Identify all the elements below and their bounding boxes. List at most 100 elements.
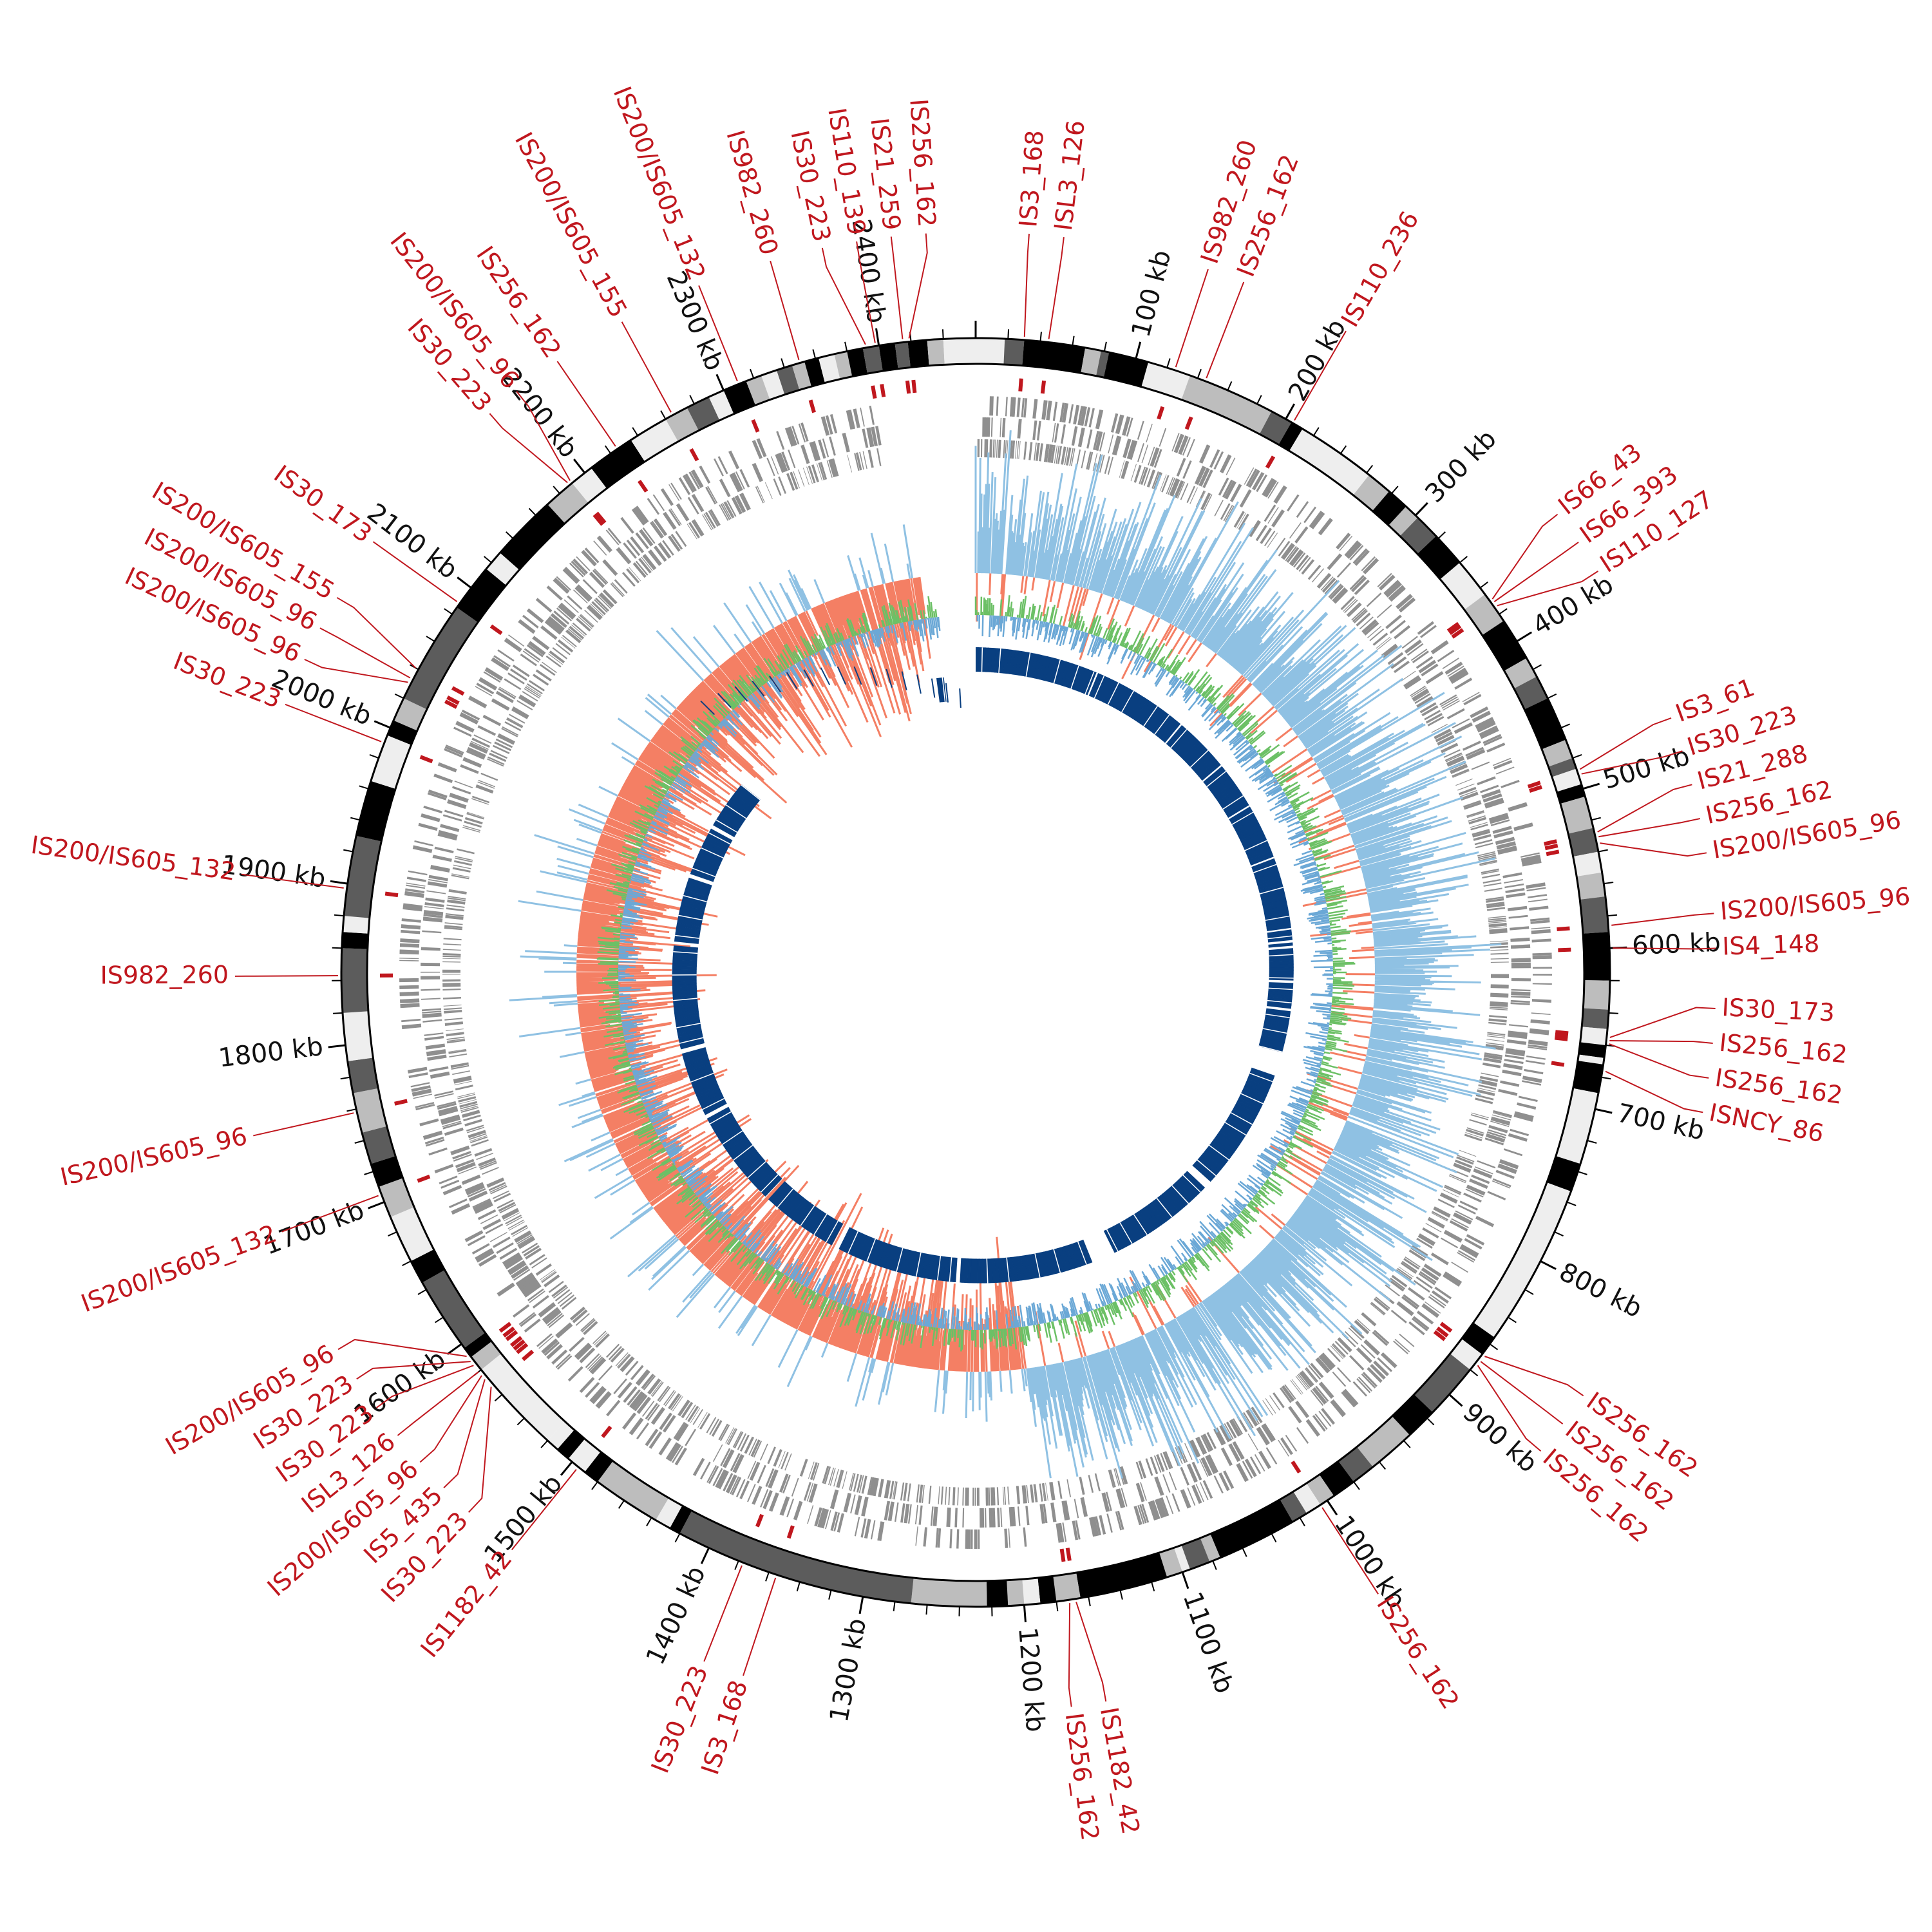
gene-feature [1318, 574, 1332, 589]
gene-feature [516, 699, 533, 710]
gene-feature [631, 508, 645, 526]
is-element-label: IS200/IS605_132 [77, 1219, 280, 1318]
gene-feature [1330, 1345, 1343, 1359]
gene-feature [1042, 1482, 1047, 1501]
gene-feature [782, 1475, 791, 1494]
minor-tick [354, 1140, 365, 1144]
gene-feature [1490, 945, 1509, 949]
gene-feature [655, 545, 667, 561]
minor-tick [1007, 329, 1010, 339]
gene-feature [647, 498, 660, 515]
gene-feature [420, 971, 440, 973]
ideogram-band [1174, 1545, 1190, 1573]
gene-feature [1410, 687, 1427, 698]
gene-feature [1115, 1489, 1123, 1509]
gene-feature [1119, 1466, 1126, 1485]
homology-block [1184, 743, 1204, 763]
gene-feature [1233, 1418, 1244, 1435]
gene-feature [544, 1341, 560, 1356]
gene-feature [1454, 1162, 1472, 1172]
ideogram-band [557, 1430, 585, 1459]
gene-feature [1056, 1523, 1062, 1543]
gene-feature [747, 1484, 756, 1502]
gene-feature [1379, 574, 1396, 591]
gene-feature [1421, 1303, 1440, 1318]
homology-block [1241, 832, 1265, 847]
gene-feature [977, 439, 980, 458]
gene-feature [567, 628, 583, 641]
is-callout-line [337, 1339, 467, 1358]
gene-feature [1510, 1002, 1530, 1005]
gene-feature [542, 661, 557, 674]
gene-feature [1398, 1266, 1414, 1278]
block-separator [1267, 935, 1293, 940]
gene-feature [622, 572, 636, 587]
gene-feature [1483, 1059, 1502, 1064]
gene-feature [1088, 1475, 1094, 1493]
gene-feature [525, 687, 541, 697]
homology-block [1137, 701, 1153, 724]
gene-feature [1199, 1482, 1209, 1501]
gene-feature [798, 469, 805, 487]
gene-feature [1482, 791, 1501, 799]
homology-block [1175, 734, 1195, 755]
homology-block [1219, 790, 1242, 807]
gene-feature [802, 468, 810, 486]
gene-feature [468, 1190, 488, 1202]
gene-feature [706, 1417, 717, 1434]
gene-feature [527, 641, 546, 656]
ideogram-band [547, 483, 589, 524]
tick-label: 1200 kb [1012, 1626, 1050, 1733]
block-separator [690, 1072, 714, 1083]
gene-feature [790, 471, 799, 490]
gene-feature [1294, 526, 1309, 544]
homology-block [1269, 982, 1294, 987]
homology-block [1000, 1258, 1006, 1283]
homology-block [959, 688, 961, 708]
gene-feature [1224, 1423, 1234, 1440]
gene-feature [461, 1174, 481, 1185]
gene-feature [453, 1153, 472, 1162]
gene-feature [617, 1381, 632, 1399]
gene-feature [1431, 723, 1448, 734]
homology-block [710, 828, 733, 841]
gene-feature [1290, 1379, 1302, 1395]
gene-feature [1294, 1401, 1310, 1419]
gene-feature [818, 439, 826, 459]
gene-feature [673, 1421, 685, 1439]
gene-feature [648, 551, 661, 566]
homology-block [723, 806, 745, 823]
gene-feature [1363, 621, 1379, 636]
gene-feature [588, 1356, 603, 1372]
gene-feature [1432, 1211, 1448, 1221]
gene-feature [670, 533, 683, 550]
gene-feature [442, 996, 462, 999]
homology-block [1042, 656, 1052, 681]
gene-feature [491, 699, 509, 711]
homology-block [699, 1093, 723, 1107]
gene-feature [1430, 1252, 1449, 1265]
gene-feature [1173, 480, 1183, 498]
is-element-label: IS4_148 [1722, 929, 1820, 961]
gene-feature [1336, 533, 1351, 550]
is-callout-line [1613, 947, 1716, 950]
ideogram-band [1293, 1483, 1321, 1514]
gene-feature [637, 1370, 650, 1387]
gene-feature [445, 914, 464, 918]
gene-feature [1440, 696, 1458, 707]
homology-block [673, 1003, 699, 1010]
gene-feature [469, 696, 488, 706]
gene-feature [550, 613, 567, 629]
homology-block [672, 969, 697, 972]
gene-feature [649, 1431, 663, 1449]
gene-feature [1487, 1034, 1506, 1037]
gene-feature [779, 1473, 789, 1493]
gene-feature [1365, 623, 1379, 636]
gene-feature [1287, 494, 1300, 512]
gene-feature [1349, 1355, 1365, 1370]
gene-feature [512, 706, 529, 718]
gene-feature [1318, 518, 1333, 536]
homology-block [706, 834, 730, 849]
gene-feature [1242, 1461, 1253, 1479]
is-position-mark [1018, 378, 1023, 392]
